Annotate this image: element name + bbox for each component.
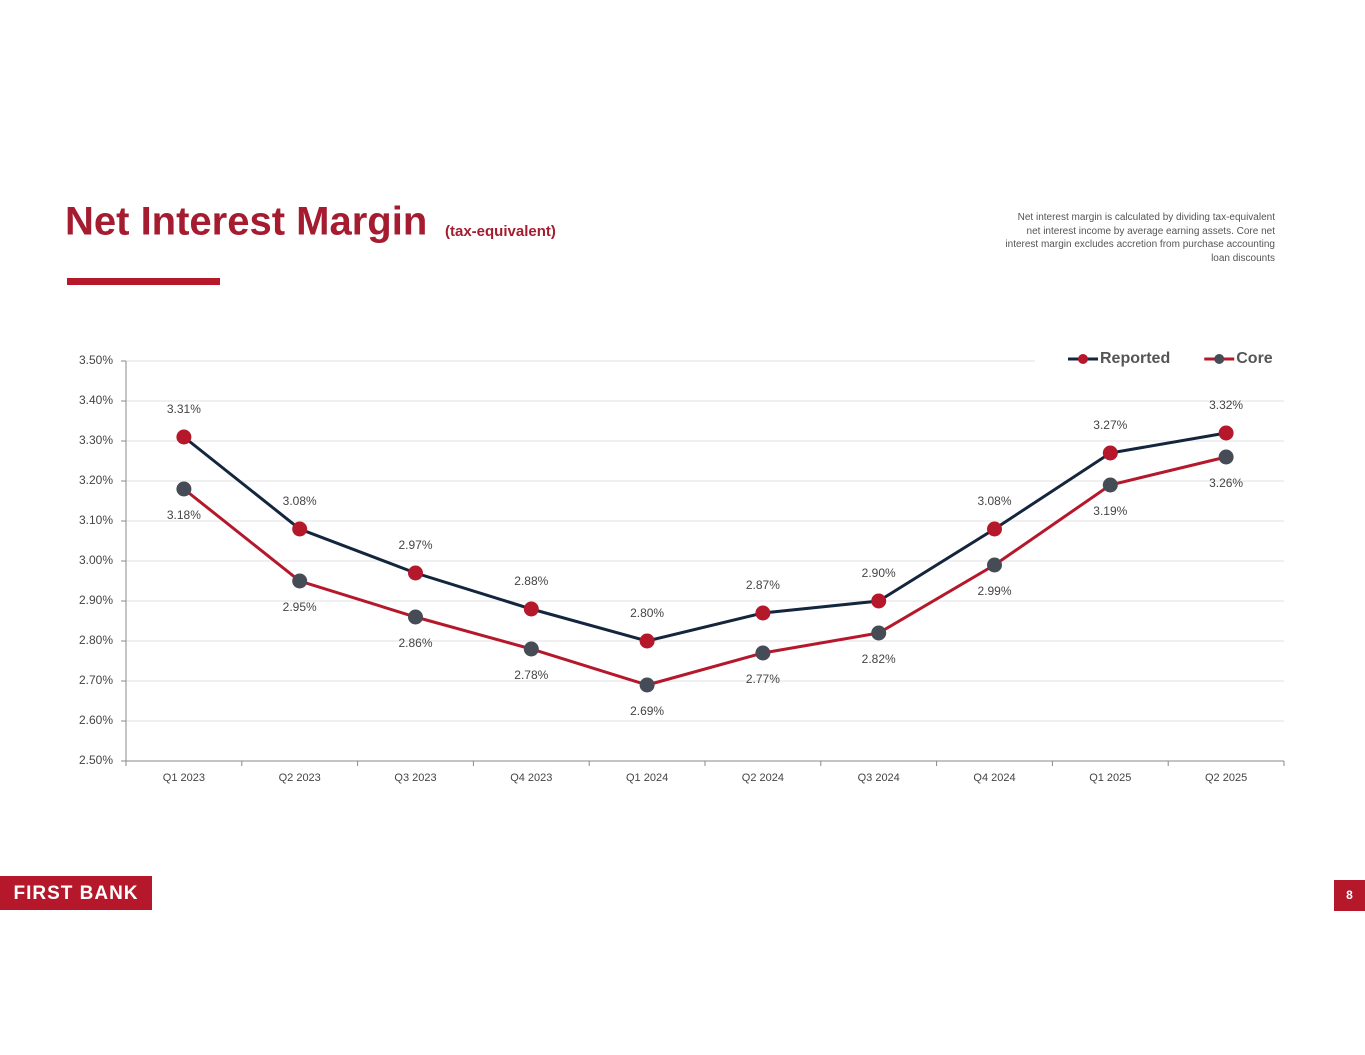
legend-label: Reported: [1100, 350, 1170, 367]
data-label: 3.18%: [167, 508, 201, 522]
data-label: 3.08%: [977, 494, 1011, 508]
marker: [1102, 477, 1118, 493]
y-tick-label: 3.20%: [79, 473, 113, 487]
data-label: 3.31%: [167, 402, 201, 416]
logo: FIRST BANK: [13, 883, 138, 904]
y-tick-label: 3.10%: [79, 513, 113, 527]
x-tick-label: Q4 2023: [510, 772, 552, 784]
marker: [987, 557, 1002, 573]
data-label: 2.99%: [977, 584, 1011, 598]
chart-title: Net Interest Margin: [65, 200, 427, 244]
marker: [987, 521, 1002, 537]
x-tick-label: Q1 2023: [163, 772, 205, 784]
data-label: 2.80%: [630, 606, 664, 620]
data-label: 2.86%: [398, 636, 432, 650]
page-number-box: [1334, 880, 1365, 911]
marker: [871, 625, 887, 641]
marker: [755, 645, 771, 661]
x-tick-label: Q2 2025: [1205, 772, 1247, 784]
data-label: 2.78%: [514, 668, 548, 682]
x-tick-label: Q3 2024: [858, 772, 900, 784]
x-tick-label: Q1 2025: [1089, 772, 1131, 784]
marker: [408, 609, 423, 625]
chart-subtitle: (tax-equivalent): [445, 223, 556, 240]
y-tick-label: 2.80%: [79, 633, 113, 647]
legend-marker: [1078, 354, 1088, 364]
data-label: 3.27%: [1093, 418, 1127, 432]
data-label: 3.32%: [1209, 398, 1243, 412]
logo-box: [0, 876, 152, 910]
marker: [639, 633, 655, 649]
y-tick-label: 3.50%: [79, 353, 113, 367]
marker: [176, 429, 192, 445]
legend-marker: [1214, 354, 1225, 364]
marker: [292, 521, 308, 537]
marker: [176, 481, 192, 497]
marker: [871, 593, 887, 609]
series-line: [182, 455, 1227, 687]
marker: [755, 605, 771, 621]
data-label: 2.69%: [630, 704, 664, 718]
data-label: 3.08%: [283, 494, 317, 508]
data-label: 2.95%: [283, 600, 317, 614]
x-tick-label: Q2 2024: [742, 772, 784, 784]
data-label: 2.82%: [862, 652, 896, 666]
marker: [1102, 445, 1118, 461]
data-label: 2.97%: [398, 538, 432, 552]
marker: [1218, 449, 1234, 465]
y-tick-label: 3.30%: [79, 433, 113, 447]
legend-label: Core: [1236, 350, 1273, 367]
x-tick-label: Q1 2024: [626, 772, 668, 784]
x-tick-label: Q2 2023: [279, 772, 321, 784]
data-label: 2.77%: [746, 672, 780, 686]
series-line: [182, 431, 1227, 643]
x-tick-label: Q3 2023: [394, 772, 436, 784]
note: Net interest margin is calculated by div…: [1005, 212, 1275, 264]
data-label: 3.19%: [1093, 504, 1127, 518]
marker: [1218, 425, 1234, 441]
y-tick-label: 3.00%: [79, 553, 113, 567]
y-tick-label: 2.70%: [79, 673, 113, 687]
marker: [408, 565, 423, 581]
x-tick-label: Q4 2024: [973, 772, 1015, 784]
data-label: 2.88%: [514, 574, 548, 588]
marker: [523, 641, 539, 657]
title-underline: [67, 278, 220, 285]
marker: [639, 677, 655, 693]
y-tick-label: 3.40%: [79, 393, 113, 407]
data-label: 2.90%: [862, 566, 896, 580]
y-tick-label: 2.60%: [79, 713, 113, 727]
data-label: 2.87%: [746, 578, 780, 592]
y-tick-label: 2.50%: [79, 753, 113, 767]
marker: [523, 601, 539, 617]
data-label: 3.26%: [1209, 476, 1243, 490]
marker: [292, 573, 308, 589]
y-tick-label: 2.90%: [79, 593, 113, 607]
page-number: 8: [1346, 888, 1353, 902]
